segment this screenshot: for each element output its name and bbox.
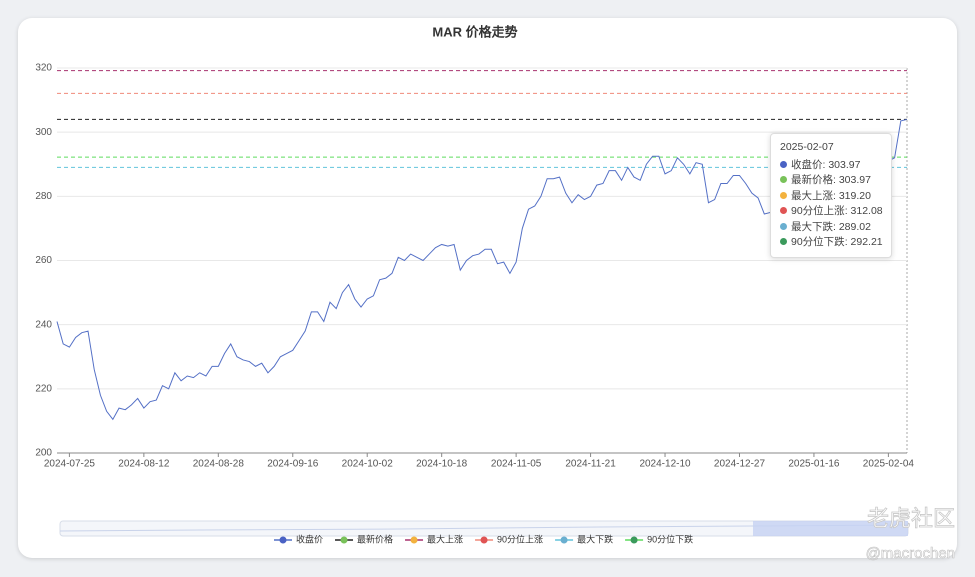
y-tick-label: 300 bbox=[35, 127, 52, 138]
y-tick-label: 280 bbox=[35, 191, 52, 202]
tooltip-marker bbox=[780, 222, 787, 230]
x-tick-label: 2024-09-16 bbox=[267, 459, 319, 470]
tooltip-marker bbox=[780, 160, 787, 168]
tooltip-row: 90分位下跌: 292.21 bbox=[780, 235, 883, 251]
tooltip-name: 最新价格 bbox=[791, 174, 833, 186]
chart-title: MAR 价格走势 bbox=[432, 24, 517, 39]
tooltip-marker bbox=[780, 176, 787, 183]
tooltip-title: 2025-02-07 bbox=[780, 141, 834, 153]
tooltip-value: 303.97 bbox=[838, 174, 871, 186]
legend-label: 收盘价 bbox=[296, 533, 323, 544]
tooltip-row: 最新价格: 303.97 bbox=[780, 173, 882, 189]
legend-label: 90分位下跌 bbox=[647, 533, 693, 544]
y-tick-label: 260 bbox=[35, 255, 52, 266]
x-tick-label: 2025-02-04 bbox=[863, 459, 915, 470]
tooltip-name: 90分位下跌 bbox=[791, 236, 845, 248]
x-tick-label: 2024-11-05 bbox=[491, 459, 542, 470]
tooltip-name: 最大上涨 bbox=[791, 189, 833, 202]
x-tick-label: 2024-08-12 bbox=[118, 459, 170, 470]
y-tick-label: 220 bbox=[35, 383, 52, 394]
x-tick-label: 2024-10-18 bbox=[416, 459, 468, 470]
tooltip-name: 收盘价 bbox=[791, 158, 823, 171]
x-tick-label: 2025-01-16 bbox=[788, 459, 840, 470]
tooltip-value: 303.97 bbox=[828, 158, 861, 171]
x-tick-label: 2024-10-02 bbox=[342, 459, 394, 470]
legend-icon-dot bbox=[279, 536, 287, 544]
tooltip-name: 最大下跌 bbox=[791, 220, 833, 233]
watermark: 老虎社区 bbox=[867, 506, 955, 531]
tooltip-row: 最大下跌: 289.02 bbox=[780, 220, 882, 236]
legend-label: 最大上涨 bbox=[427, 533, 463, 544]
price-line bbox=[56, 118, 908, 421]
x-tick-label: 2024-11-21 bbox=[565, 459, 616, 470]
y-tick-label: 200 bbox=[35, 448, 52, 459]
zoom-window[interactable] bbox=[753, 521, 908, 536]
legend-label: 最大下跌 bbox=[577, 533, 613, 544]
legend-label: 90分位上涨 bbox=[497, 533, 543, 544]
y-tick-label: 240 bbox=[35, 319, 52, 330]
legend-label: 最新价格 bbox=[357, 533, 393, 544]
x-tick-label: 2024-08-28 bbox=[193, 459, 245, 470]
legend-icon-dot bbox=[410, 536, 418, 544]
tooltip-row: 收盘价: 303.97 bbox=[780, 158, 882, 174]
tooltip: 2025-02-07 收盘价: 303.97 最新价格: 303.97 最大上涨: … bbox=[770, 133, 892, 258]
legend-icon-dot bbox=[560, 536, 568, 544]
tooltip-marker bbox=[780, 191, 787, 199]
x-tick-label: 2024-12-10 bbox=[639, 459, 691, 470]
watermark: @macrochen bbox=[866, 545, 955, 562]
tooltip-value: 289.02 bbox=[838, 220, 871, 233]
tooltip-value: 292.21 bbox=[850, 236, 883, 248]
tooltip-marker bbox=[780, 238, 787, 245]
tooltip-value: 319.20 bbox=[838, 189, 871, 202]
legend-icon-dot bbox=[630, 536, 638, 544]
legend-icon-dot bbox=[340, 536, 348, 544]
tooltip-marker bbox=[780, 207, 787, 214]
legend-icon-dot bbox=[480, 536, 488, 544]
tooltip-row: 最大上涨: 319.20 bbox=[780, 189, 882, 205]
x-tick-label: 2024-07-25 bbox=[44, 459, 96, 470]
card bbox=[18, 18, 957, 558]
tooltip-row: 90分位上涨: 312.08 bbox=[780, 204, 883, 220]
tooltip-name: 90分位上涨 bbox=[791, 205, 845, 217]
x-tick-label: 2024-12-27 bbox=[714, 459, 766, 470]
tooltip-value: 312.08 bbox=[850, 205, 883, 217]
y-tick-label: 320 bbox=[35, 63, 52, 74]
